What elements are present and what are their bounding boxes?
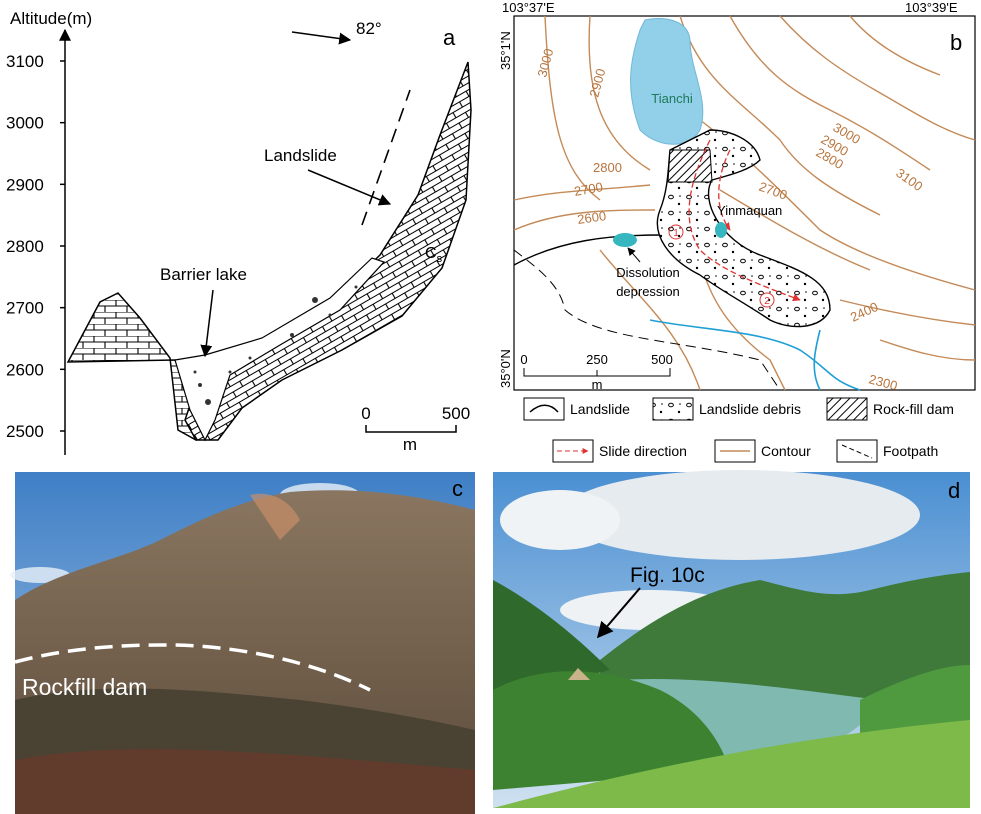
depression xyxy=(613,233,637,247)
scale-tick: 500 xyxy=(651,352,673,367)
legend: Landslide Landslide debris Rock-fill dam… xyxy=(524,398,954,462)
legend-label: Contour xyxy=(761,443,811,459)
panel-label: b xyxy=(950,30,962,55)
scale-unit: m xyxy=(403,435,417,454)
y-tick-label: 3000 xyxy=(6,114,44,133)
legend-label: Footpath xyxy=(883,443,938,459)
y-tick-label: 2900 xyxy=(6,175,44,194)
scale-tick: 0 xyxy=(520,352,527,367)
legend-label: Landslide debris xyxy=(699,401,801,417)
direction: 82° xyxy=(356,19,382,38)
latitude: 35°1'N xyxy=(498,31,513,70)
barrier-lake-label: Barrier lake xyxy=(160,265,247,284)
cloud xyxy=(500,490,620,550)
spring xyxy=(715,222,727,238)
legend-key xyxy=(827,398,867,420)
direction-arrow xyxy=(292,32,350,40)
scale-tick: 250 xyxy=(586,352,608,367)
figure: Altitude(m) 82° a Landslide Barrier lake… xyxy=(0,0,981,814)
panel-a: Altitude(m) 82° a Landslide Barrier lake… xyxy=(6,9,471,455)
latitude: 35°0'N xyxy=(498,349,513,388)
panel-b: 103°37'E 103°39'E 35°1'N 35°0'N Tianchi xyxy=(498,0,975,462)
legend-key xyxy=(524,398,564,420)
formation-main: C xyxy=(425,245,437,262)
y-tick-label: 2600 xyxy=(6,360,44,379)
scale-end: 500 xyxy=(442,404,470,423)
contour-label: 2800 xyxy=(593,160,622,175)
panel-label: a xyxy=(443,25,456,50)
depression-label: depression xyxy=(616,284,680,299)
legend-label: Landslide xyxy=(570,401,630,417)
landslide-scar xyxy=(362,90,410,225)
path-number: 1 xyxy=(673,228,679,239)
landslide-label: Landslide xyxy=(264,146,337,165)
landslide-arrow xyxy=(308,170,390,204)
legend-label: Slide direction xyxy=(599,443,687,459)
y-tick-label: 2500 xyxy=(6,422,44,441)
panel-d: Fig. 10c d xyxy=(493,470,970,808)
y-tick-label: 2800 xyxy=(6,237,44,256)
path-number: 2 xyxy=(764,296,770,307)
photo-annotation: Fig. 10c xyxy=(630,564,705,587)
panel-c: Rockfill dam c xyxy=(10,472,475,814)
longitude: 103°37'E xyxy=(502,0,555,15)
spring-label: Yinmaquan xyxy=(717,203,782,218)
y-tick-label: 2700 xyxy=(6,299,44,318)
formation-sub: s xyxy=(437,253,443,265)
scale-unit: m xyxy=(592,377,603,392)
panel-label: c xyxy=(452,476,463,501)
rock-fill-dam xyxy=(668,150,712,182)
y-axis-title: Altitude(m) xyxy=(10,9,92,28)
lake-label: Tianchi xyxy=(651,91,693,106)
legend-label: Rock-fill dam xyxy=(873,401,954,417)
scale-start: 0 xyxy=(361,404,370,423)
photo-annotation: Rockfill dam xyxy=(22,674,147,700)
depression-label: Dissolution xyxy=(616,265,680,280)
y-tick-label: 3100 xyxy=(6,52,44,71)
longitude: 103°39'E xyxy=(905,0,958,15)
panel-label: d xyxy=(948,478,960,503)
barrier-lake-arrow xyxy=(205,290,213,356)
legend-key xyxy=(653,398,693,420)
scale-bar xyxy=(366,425,456,432)
